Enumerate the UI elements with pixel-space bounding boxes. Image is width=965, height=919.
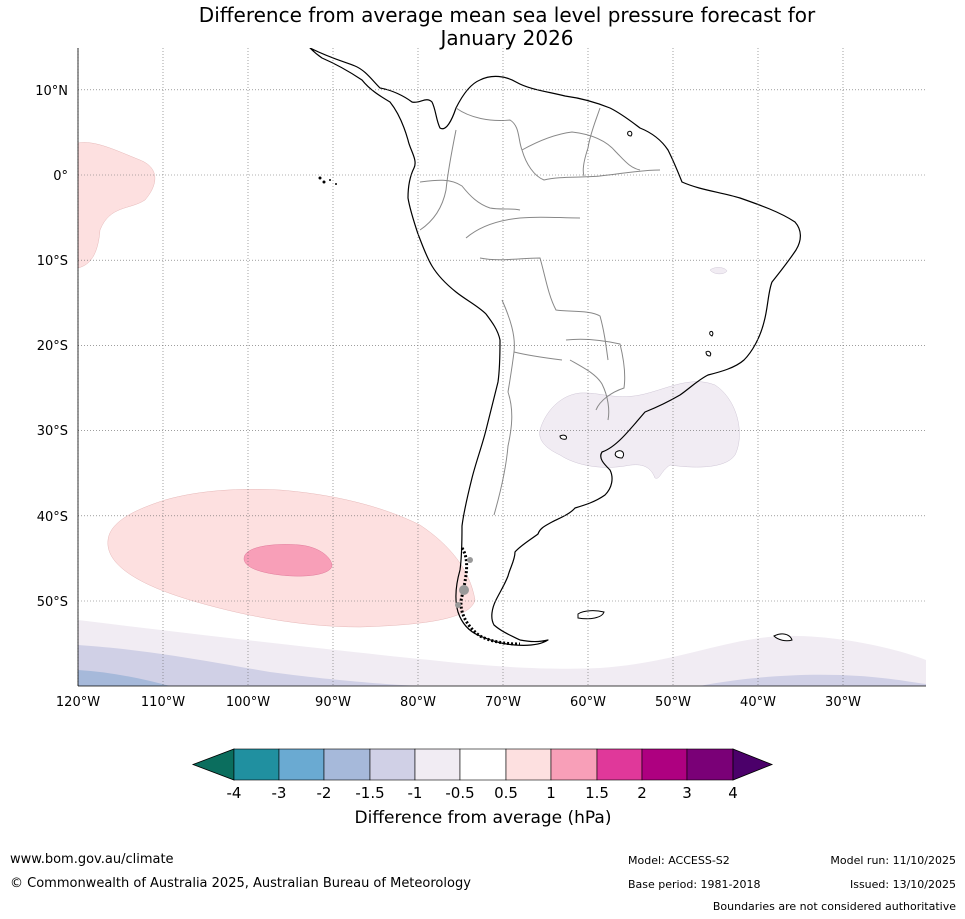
colorbar-tick: -2 bbox=[317, 784, 332, 802]
colorbar-swatch bbox=[596, 748, 643, 781]
map-title: Difference from average mean sea level p… bbox=[0, 4, 965, 50]
latitude-labels: 10°N 0° 10°S 20°S 30°S 40°S 50°S bbox=[35, 84, 68, 610]
lon-label: 50°W bbox=[655, 695, 691, 710]
anomaly-positive-core bbox=[243, 544, 333, 577]
lat-label: 0° bbox=[53, 169, 68, 184]
colorbar-swatch bbox=[323, 748, 371, 781]
footer-model-run: Model run: 11/10/2025 bbox=[830, 854, 956, 867]
colorbar-tick: -1 bbox=[408, 784, 423, 802]
colorbar-tick: -4 bbox=[227, 784, 242, 802]
anomaly-negative-small bbox=[709, 267, 728, 275]
colorbar-tick: -0.5 bbox=[445, 784, 474, 802]
colorbar-tick: 3 bbox=[682, 784, 692, 802]
lat-label: 50°S bbox=[37, 595, 68, 610]
colorbar-swatch bbox=[459, 748, 507, 781]
colorbar-extend-max bbox=[732, 748, 774, 781]
footer-disclaimer: Boundaries are not considered authoritat… bbox=[712, 900, 956, 913]
colorbar-tick: 2 bbox=[637, 784, 647, 802]
lat-label: 40°S bbox=[37, 510, 68, 525]
colorbar-tick: -1.5 bbox=[355, 784, 384, 802]
colorbar-label: Difference from average (hPa) bbox=[354, 808, 612, 828]
colorbar-extend-min bbox=[191, 748, 235, 781]
lon-label: 40°W bbox=[740, 695, 776, 710]
colorbar-swatch bbox=[369, 748, 416, 781]
anomaly-band-minus-0-5 bbox=[78, 620, 926, 686]
colorbar-tick: -3 bbox=[272, 784, 287, 802]
colorbar-tick: 1.5 bbox=[585, 784, 609, 802]
anomaly-band-minus-1-east bbox=[700, 674, 926, 686]
footer-copyright: © Commonwealth of Australia 2025, Austra… bbox=[10, 876, 471, 891]
lat-label: 10°S bbox=[37, 254, 68, 269]
lat-label: 30°S bbox=[37, 424, 68, 439]
colorbar-tick: 4 bbox=[728, 784, 738, 802]
colorbar-ticks: -4 -3 -2 -1.5 -1 -0.5 0.5 1 1.5 2 3 4 bbox=[227, 784, 738, 802]
colorbar-swatch bbox=[505, 748, 552, 781]
colorbar-swatch bbox=[233, 748, 280, 781]
lon-label: 30°W bbox=[825, 695, 861, 710]
lon-label: 120°W bbox=[56, 695, 100, 710]
lat-label: 20°S bbox=[37, 339, 68, 354]
lon-label: 70°W bbox=[485, 695, 521, 710]
footer-url[interactable]: www.bom.gov.au/climate bbox=[10, 852, 174, 867]
map-area bbox=[78, 48, 926, 686]
lon-label: 100°W bbox=[226, 695, 270, 710]
colorbar-tick: 0.5 bbox=[494, 784, 518, 802]
country-borders bbox=[419, 107, 661, 516]
footer-model: Model: ACCESS-S2 bbox=[628, 854, 730, 867]
patagonia-fjords bbox=[455, 547, 521, 646]
anomaly-band-minus-1 bbox=[78, 645, 420, 686]
longitude-labels: 120°W 110°W 100°W 90°W 80°W 70°W 60°W 50… bbox=[56, 695, 861, 710]
colorbar-swatch bbox=[278, 748, 325, 781]
footer-base-period: Base period: 1981-2018 bbox=[628, 878, 761, 891]
colorbar-swatch bbox=[550, 748, 598, 781]
title-line-1: Difference from average mean sea level p… bbox=[198, 3, 816, 27]
anomaly-positive-equatorial bbox=[78, 142, 156, 269]
anomaly-band-minus-1-5 bbox=[78, 670, 170, 686]
anomaly-negative-atlantic bbox=[539, 381, 740, 479]
colorbar-tick: 1 bbox=[546, 784, 556, 802]
colorbar-swatch bbox=[686, 748, 734, 781]
colorbar-swatch bbox=[414, 748, 461, 781]
colorbar-swatch bbox=[641, 748, 688, 781]
lon-label: 80°W bbox=[400, 695, 436, 710]
lon-label: 60°W bbox=[570, 695, 606, 710]
colorbar bbox=[191, 748, 774, 781]
galapagos-islands bbox=[318, 176, 337, 185]
lon-label: 90°W bbox=[315, 695, 351, 710]
footer-issued: Issued: 13/10/2025 bbox=[849, 878, 956, 891]
lat-label: 10°N bbox=[35, 84, 68, 99]
lon-label: 110°W bbox=[141, 695, 185, 710]
islands bbox=[559, 130, 793, 642]
title-line-2: January 2026 bbox=[440, 26, 574, 50]
